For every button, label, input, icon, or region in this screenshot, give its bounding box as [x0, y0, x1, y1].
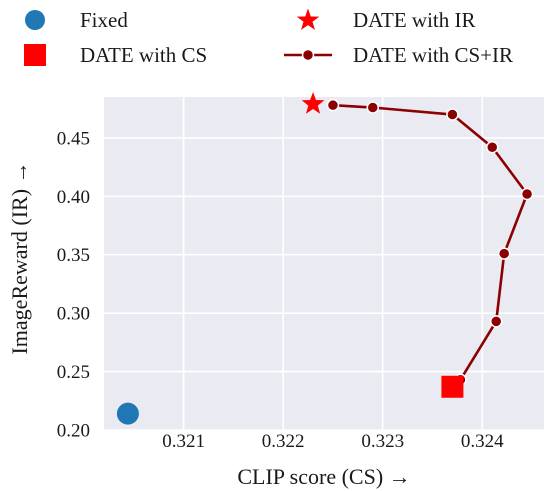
x-tick-label: 0.324 — [461, 431, 504, 452]
y-tick-label: 0.45 — [57, 128, 90, 149]
legend-label-date-with-cs-ir: DATE with CS+IR — [353, 43, 513, 67]
legend-item-date-with-ir: DATE with IR — [296, 8, 476, 32]
y-tick-label: 0.25 — [57, 362, 90, 383]
legend-marker-date-with-ir — [296, 8, 320, 30]
legend: Fixed DATE with CS DATE with IR DATE wit… — [24, 8, 513, 67]
series-line-date-with-cs-ir — [332, 103, 529, 381]
x-axis-title: CLIP score (CS) → — [237, 464, 410, 489]
y-tick-labels: 0.20 0.25 0.30 0.35 0.40 0.45 — [57, 128, 90, 441]
y-tick-label: 0.30 — [57, 304, 90, 325]
x-gridlines — [182, 97, 484, 430]
legend-item-date-with-cs-ir: DATE with CS+IR — [284, 43, 513, 67]
legend-marker-date-with-cs — [24, 44, 46, 66]
legend-item-date-with-cs: DATE with CS — [24, 43, 207, 67]
y-tick-label: 0.20 — [57, 421, 90, 442]
data-point-date-with-cs-ir — [489, 315, 503, 328]
data-point-date-with-cs-ir — [497, 247, 511, 260]
y-gridlines — [104, 137, 544, 431]
data-point-date-with-ir — [301, 92, 325, 114]
legend-dot-date-with-cs-ir — [301, 48, 315, 62]
series-layer — [116, 92, 534, 425]
data-point-date-with-cs-ir — [446, 108, 459, 121]
legend-label-date-with-cs: DATE with CS — [80, 43, 207, 67]
x-tick-label: 0.322 — [262, 431, 305, 452]
data-point-fixed — [116, 402, 139, 425]
data-point-date-with-cs — [441, 375, 464, 398]
legend-item-fixed: Fixed — [25, 8, 128, 32]
legend-label-fixed: Fixed — [80, 8, 128, 32]
x-tick-label: 0.321 — [162, 431, 205, 452]
x-tick-label: 0.323 — [361, 431, 404, 452]
data-point-date-with-cs-ir — [366, 101, 380, 114]
y-tick-label: 0.35 — [57, 245, 90, 266]
data-point-date-with-cs-ir — [326, 98, 340, 112]
plot-background — [104, 97, 544, 430]
legend-marker-fixed — [25, 10, 45, 30]
y-axis-title: ImageReward (IR) → — [7, 161, 32, 354]
legend-label-date-with-ir: DATE with IR — [353, 8, 476, 32]
y-tick-label: 0.40 — [57, 187, 90, 208]
data-point-date-with-cs-ir — [485, 140, 499, 154]
data-point-date-with-cs-ir — [520, 187, 534, 201]
x-tick-labels: 0.321 0.322 0.323 0.324 — [162, 431, 504, 452]
